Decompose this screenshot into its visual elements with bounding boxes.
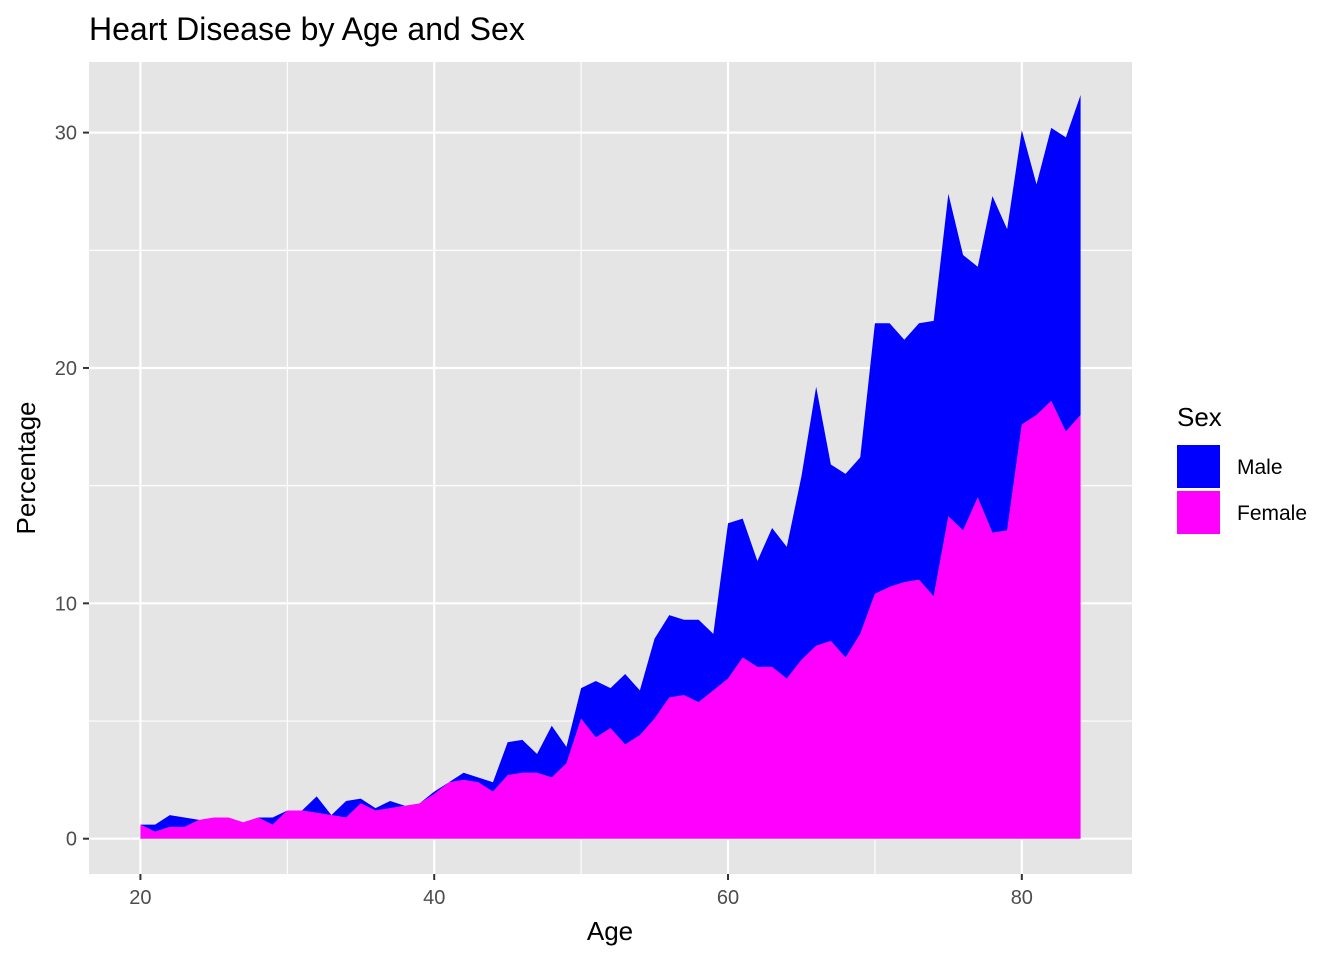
chart-title: Heart Disease by Age and Sex: [89, 11, 525, 47]
axis-ticks: [83, 131, 1023, 880]
legend-label-male: Male: [1237, 456, 1283, 479]
legend-label-female: Female: [1237, 502, 1307, 525]
x-tick-label: 80: [1011, 887, 1033, 909]
x-tick-label: 20: [129, 887, 151, 909]
y-tick-label: 0: [66, 829, 77, 851]
x-tick-labels: 20 40 60 80: [129, 887, 1033, 909]
y-tick-label: 10: [55, 593, 77, 615]
area-male: [140, 94, 1081, 832]
area-series: [140, 94, 1081, 839]
legend-title: Sex: [1177, 402, 1222, 432]
legend-swatch-female: [1177, 491, 1220, 534]
x-axis-title: Age: [587, 916, 633, 946]
x-tick-label: 40: [423, 887, 445, 909]
legend: Sex Male Female: [1177, 402, 1307, 534]
y-tick-label: 30: [55, 123, 77, 145]
area-female: [140, 400, 1081, 839]
x-tick-label: 60: [717, 887, 739, 909]
legend-swatch-male: [1177, 445, 1220, 488]
y-tick-labels: 0 10 20 30: [55, 123, 77, 851]
y-tick-label: 20: [55, 358, 77, 380]
y-axis-title: Percentage: [11, 402, 41, 535]
